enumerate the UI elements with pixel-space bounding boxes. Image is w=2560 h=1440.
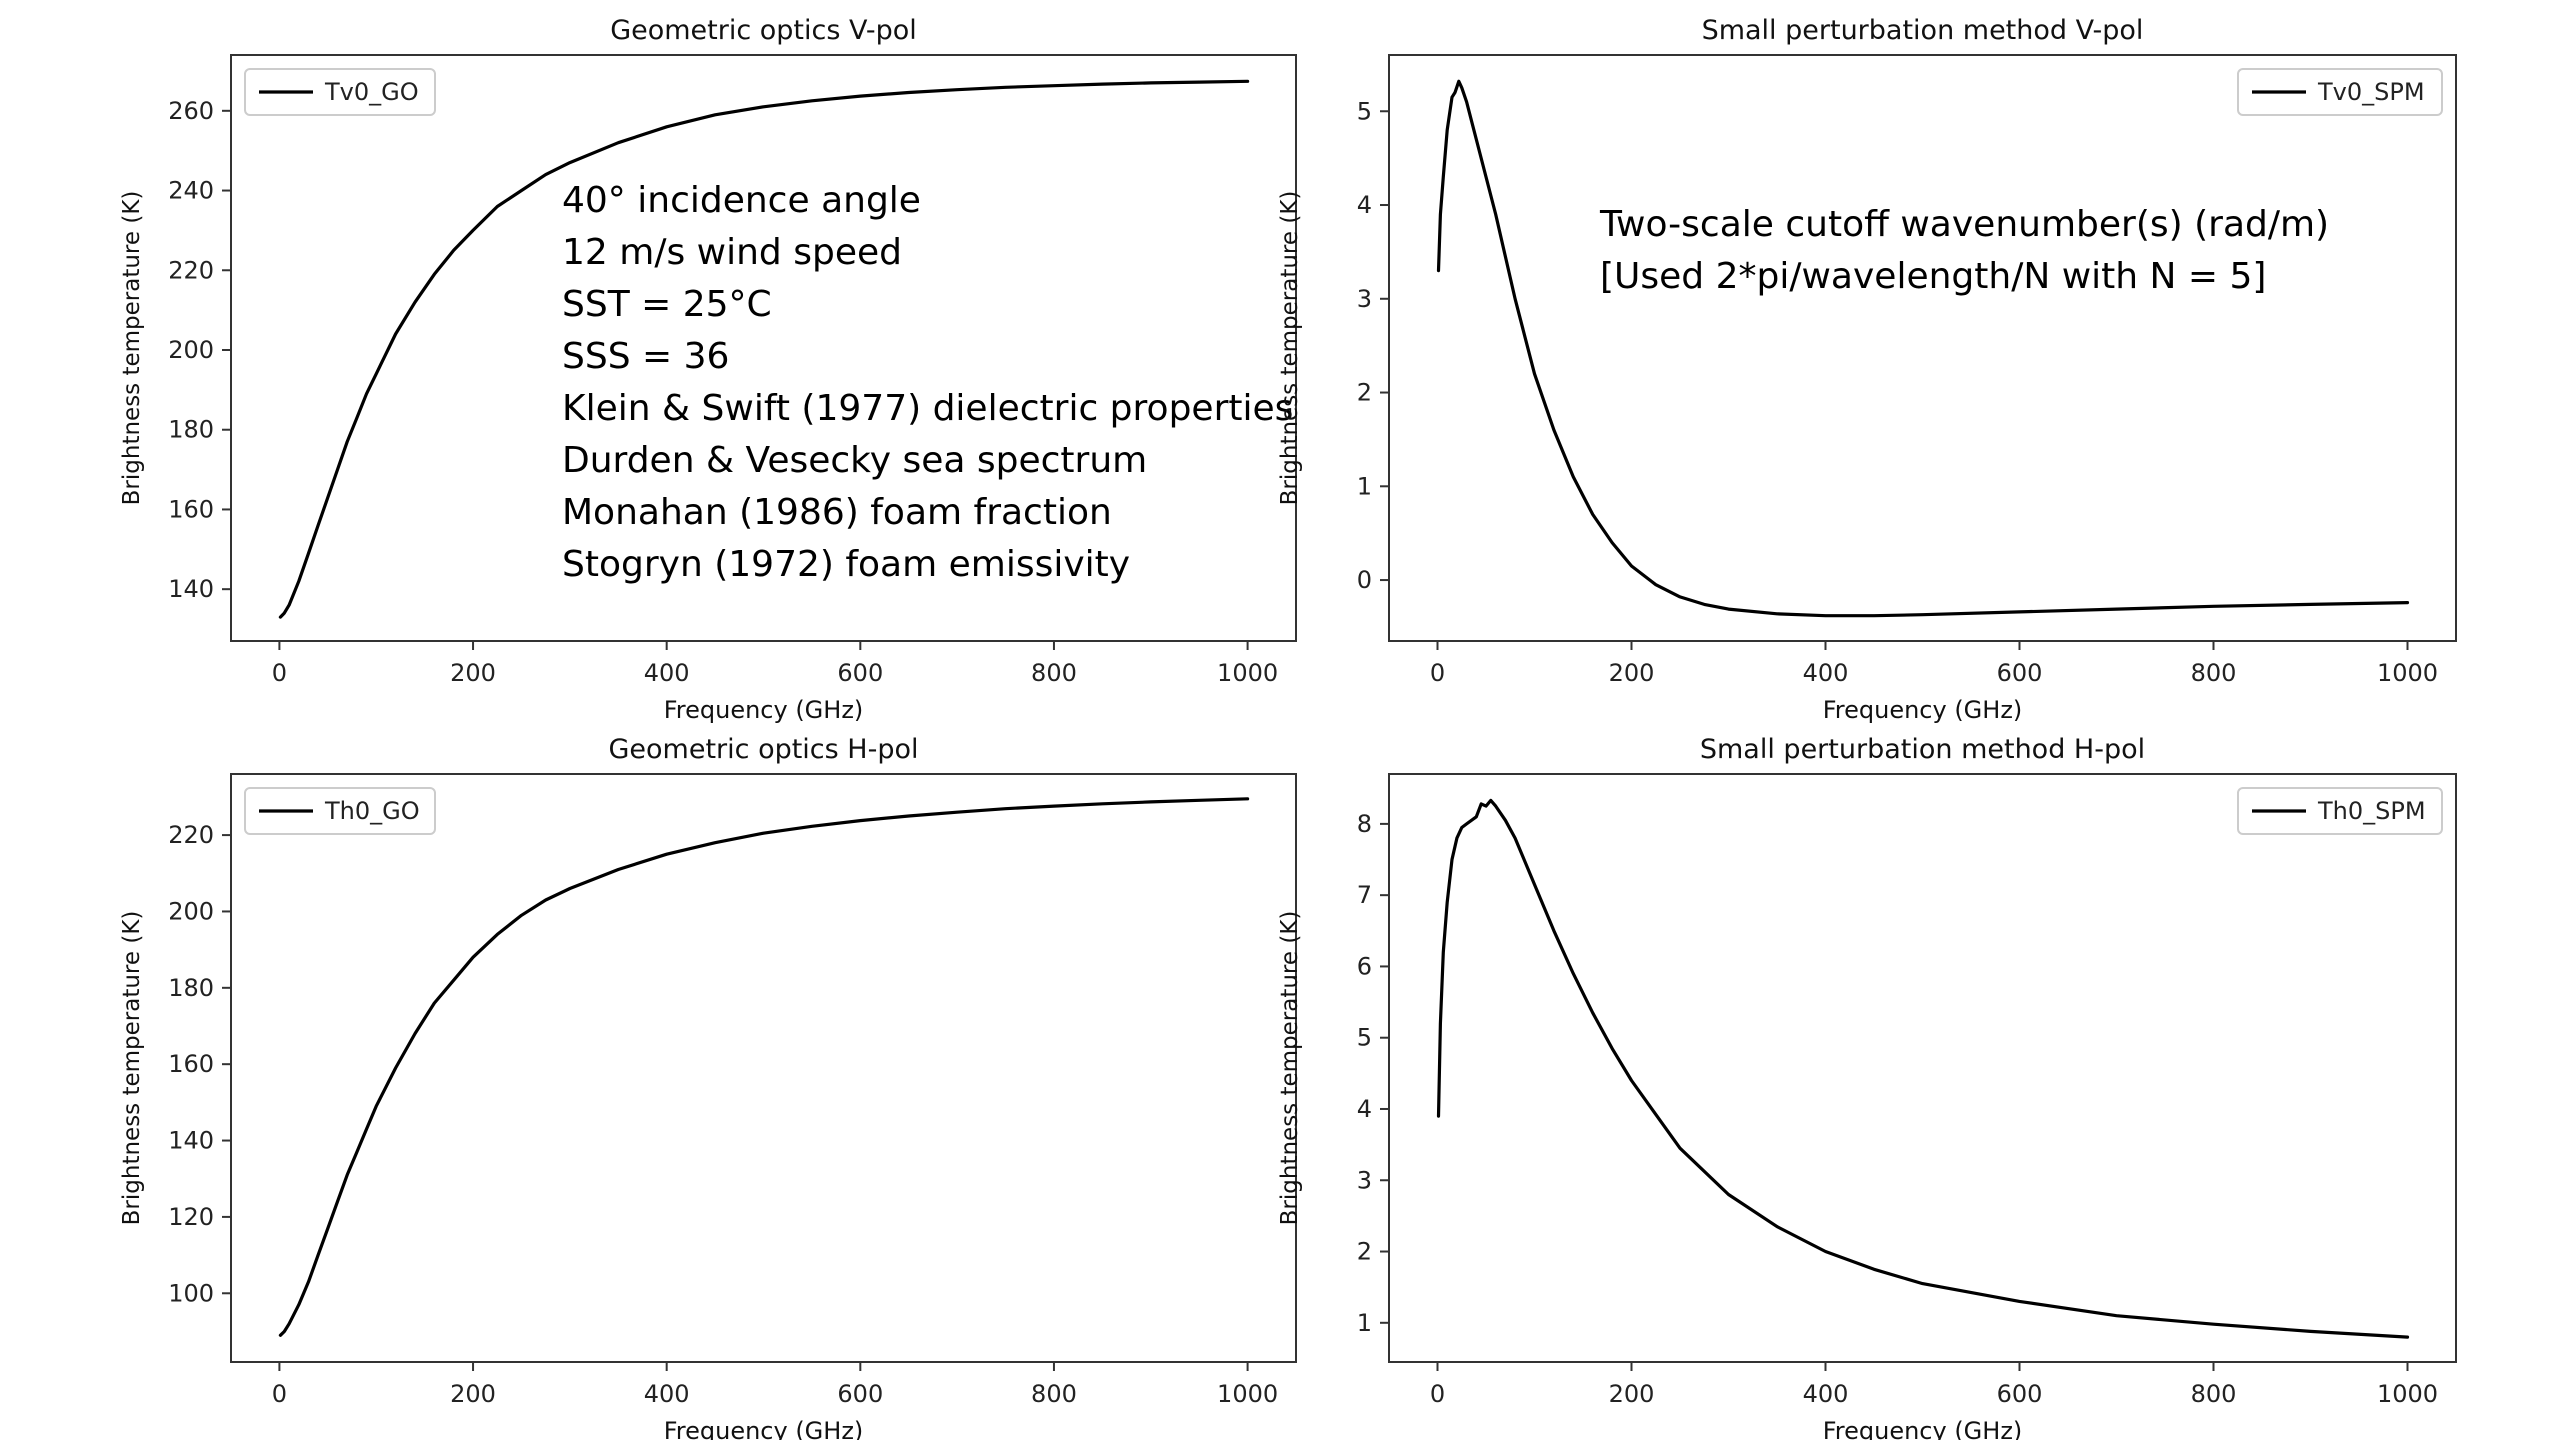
x-tick-label: 1000	[2377, 659, 2438, 687]
x-axis-label: Frequency (GHz)	[664, 696, 864, 724]
y-tick-label: 260	[168, 97, 214, 125]
y-tick-label: 2	[1357, 379, 1372, 407]
y-tick-label: 220	[168, 821, 214, 849]
annotation-line: Two-scale cutoff wavenumber(s) (rad/m)	[1599, 204, 2329, 245]
x-axis-label: Frequency (GHz)	[1823, 1417, 2023, 1440]
y-tick-label: 6	[1357, 952, 1372, 980]
x-axis-label: Frequency (GHz)	[1823, 696, 2023, 724]
legend-box	[2237, 68, 2443, 116]
x-axis-label: Frequency (GHz)	[664, 1417, 864, 1440]
x-tick-label: 1000	[2377, 1380, 2438, 1408]
chart-title: Geometric optics H-pol	[608, 734, 918, 765]
y-tick-label: 100	[168, 1279, 214, 1307]
series-line-tv0-spm	[1436, 79, 2410, 618]
x-tick-label: 600	[837, 659, 883, 687]
y-axis-label: Brightness temperature (K)	[119, 911, 145, 1226]
x-tick-label: 200	[1609, 659, 1655, 687]
annotation-line: SSS = 36	[562, 336, 729, 377]
series-line-th0-spm	[1436, 798, 2410, 1339]
y-tick-label: 200	[168, 336, 214, 364]
y-tick-label: 140	[168, 1127, 214, 1155]
x-tick-label: 800	[2191, 1380, 2237, 1408]
x-tick-label: 800	[1031, 1380, 1077, 1408]
x-tick-label: 800	[1031, 659, 1077, 687]
y-tick-label: 8	[1357, 810, 1372, 838]
y-tick-label: 0	[1357, 566, 1372, 594]
legend: Tv0_SPM	[2237, 68, 2443, 116]
y-tick-label: 180	[168, 974, 214, 1002]
x-tick-label: 400	[644, 1380, 690, 1408]
annotation-line: Klein & Swift (1977) dielectric properti…	[562, 388, 1293, 429]
y-tick-label: 120	[168, 1203, 214, 1231]
y-axis-label: Brightness temperature (K)	[119, 191, 145, 506]
annotation-line: 40° incidence angle	[562, 180, 921, 221]
plot-area	[230, 54, 1297, 642]
y-tick-label: 240	[168, 177, 214, 205]
y-tick-label: 180	[168, 416, 214, 444]
chart-title: Small perturbation method V-pol	[1702, 15, 2144, 46]
series-line-th0-go	[278, 797, 1250, 1337]
x-tick-label: 0	[1430, 659, 1445, 687]
legend-label: Tv0_SPM	[2317, 78, 2425, 106]
legend-box	[244, 68, 436, 116]
y-tick-label: 7	[1357, 881, 1372, 909]
y-tick-label: 5	[1357, 97, 1372, 125]
legend-box	[2237, 787, 2443, 835]
x-tick-label: 600	[1997, 1380, 2043, 1408]
plot-area	[1388, 773, 2457, 1363]
x-tick-label: 400	[1803, 659, 1849, 687]
y-tick-label: 160	[168, 495, 214, 523]
y-tick-label: 4	[1357, 191, 1372, 219]
x-tick-label: 1000	[1217, 659, 1278, 687]
annotation-line: 12 m/s wind speed	[562, 232, 902, 273]
x-tick-label: 0	[272, 659, 287, 687]
x-tick-label: 200	[450, 659, 496, 687]
chart-title: Small perturbation method H-pol	[1700, 734, 2145, 765]
y-axis-label: Brightness temperature (K)	[1277, 191, 1303, 506]
x-tick-label: 0	[272, 1380, 287, 1408]
chart-panel-1: Geometric optics V-pol Frequency (GHz) Bri…	[119, 15, 1297, 724]
chart-title: Geometric optics V-pol	[610, 15, 917, 46]
y-tick-label: 1	[1357, 1309, 1372, 1337]
x-tick-label: 200	[1609, 1380, 1655, 1408]
chart-panel-2: Small perturbation method V-pol Frequency…	[1277, 15, 2457, 724]
legend: Th0_GO	[244, 787, 436, 835]
series-line-tv0-go	[278, 79, 1250, 619]
annotation-line: Durden & Vesecky sea spectrum	[562, 440, 1147, 481]
chart-panel-3: Geometric optics H-pol Frequency (GHz) Bri…	[119, 734, 1297, 1440]
chart-panel-4: Small perturbation method H-pol Frequency…	[1277, 734, 2457, 1440]
x-tick-label: 1000	[1217, 1380, 1278, 1408]
y-tick-label: 3	[1357, 285, 1372, 313]
legend-label: Th0_GO	[324, 797, 420, 825]
x-tick-label: 400	[1803, 1380, 1849, 1408]
y-tick-label: 3	[1357, 1166, 1372, 1194]
y-axis-label: Brightness temperature (K)	[1277, 911, 1303, 1226]
annotation-line: [Used 2*pi/wavelength/N with N = 5]	[1600, 256, 2266, 297]
annotation-line: Monahan (1986) foam fraction	[562, 492, 1112, 533]
plot-area	[230, 773, 1297, 1363]
y-tick-label: 160	[168, 1050, 214, 1078]
x-tick-label: 600	[1997, 659, 2043, 687]
y-tick-label: 2	[1357, 1238, 1372, 1266]
legend-label: Th0_SPM	[2317, 797, 2426, 825]
x-tick-label: 600	[837, 1380, 883, 1408]
plot-area	[1388, 54, 2457, 642]
y-tick-label: 220	[168, 256, 214, 284]
annotation-line: SST = 25°C	[562, 284, 772, 325]
x-tick-label: 800	[2191, 659, 2237, 687]
legend: Tv0_GO	[244, 68, 436, 116]
y-tick-label: 200	[168, 897, 214, 925]
legend: Th0_SPM	[2237, 787, 2443, 835]
legend-label: Tv0_GO	[324, 78, 419, 106]
y-tick-label: 140	[168, 575, 214, 603]
y-tick-label: 4	[1357, 1095, 1372, 1123]
x-tick-label: 0	[1430, 1380, 1445, 1408]
legend-box	[244, 787, 436, 835]
annotation-line: Stogryn (1972) foam emissivity	[562, 544, 1130, 585]
y-tick-label: 1	[1357, 472, 1372, 500]
y-tick-label: 5	[1357, 1024, 1372, 1052]
x-tick-label: 400	[644, 659, 690, 687]
x-tick-label: 200	[450, 1380, 496, 1408]
